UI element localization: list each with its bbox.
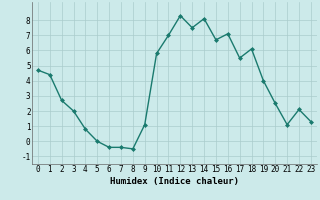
X-axis label: Humidex (Indice chaleur): Humidex (Indice chaleur) bbox=[110, 177, 239, 186]
